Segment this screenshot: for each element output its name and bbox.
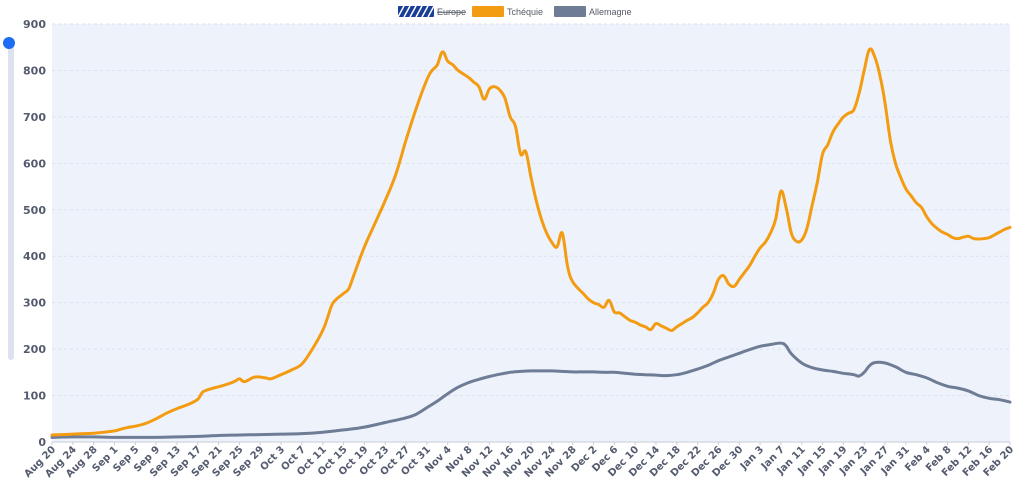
legend-item-allemagne[interactable]: Allemagne: [554, 6, 632, 17]
series-line-allemagne[interactable]: [50, 341, 1012, 439]
y-tick-label: 200: [23, 343, 46, 356]
y-tick-label: 900: [23, 18, 46, 31]
y-tick-label: 800: [23, 64, 46, 77]
legend-item-tche-quie[interactable]: Tchéquie: [472, 6, 543, 17]
x-tick-label: Jan 3: [738, 444, 766, 472]
legend-hatch: [421, 5, 429, 18]
legend[interactable]: Europe Tchéquie Allemagne: [397, 5, 632, 18]
series-line-tche-quie[interactable]: [50, 47, 1012, 437]
legend-hatch: [409, 5, 417, 18]
y-tick-label: 100: [23, 390, 46, 403]
y-tick-label: 400: [23, 250, 46, 263]
legend-swatch: [554, 6, 586, 17]
legend-swatch: [472, 6, 504, 17]
legend-item-europe[interactable]: Europe: [397, 5, 466, 18]
legend-hatch: [397, 5, 405, 18]
y-tick-label: 700: [23, 111, 46, 124]
legend-hatch: [403, 5, 411, 18]
legend-swatch: [398, 6, 434, 17]
plot-area: [52, 24, 1010, 442]
grid-layer: [52, 23, 1010, 443]
legend-label: Tchéquie: [507, 7, 543, 17]
legend-hatch: [427, 5, 435, 18]
legend-hatch: [415, 5, 423, 18]
y-range-slider-handle[interactable]: [3, 37, 15, 49]
legend-label: Allemagne: [589, 7, 632, 17]
y-tick-label: 300: [23, 297, 46, 310]
y-tick-label: 500: [23, 204, 46, 217]
y-tick-label: 0: [38, 436, 46, 449]
y-range-slider-track[interactable]: [8, 38, 14, 360]
y-tick-label: 600: [23, 157, 46, 170]
y-axis: 0 100 200 300 400 500 600 700 800 900: [23, 18, 46, 449]
legend-label: Europe: [437, 7, 466, 17]
series-layer: [50, 47, 1012, 439]
